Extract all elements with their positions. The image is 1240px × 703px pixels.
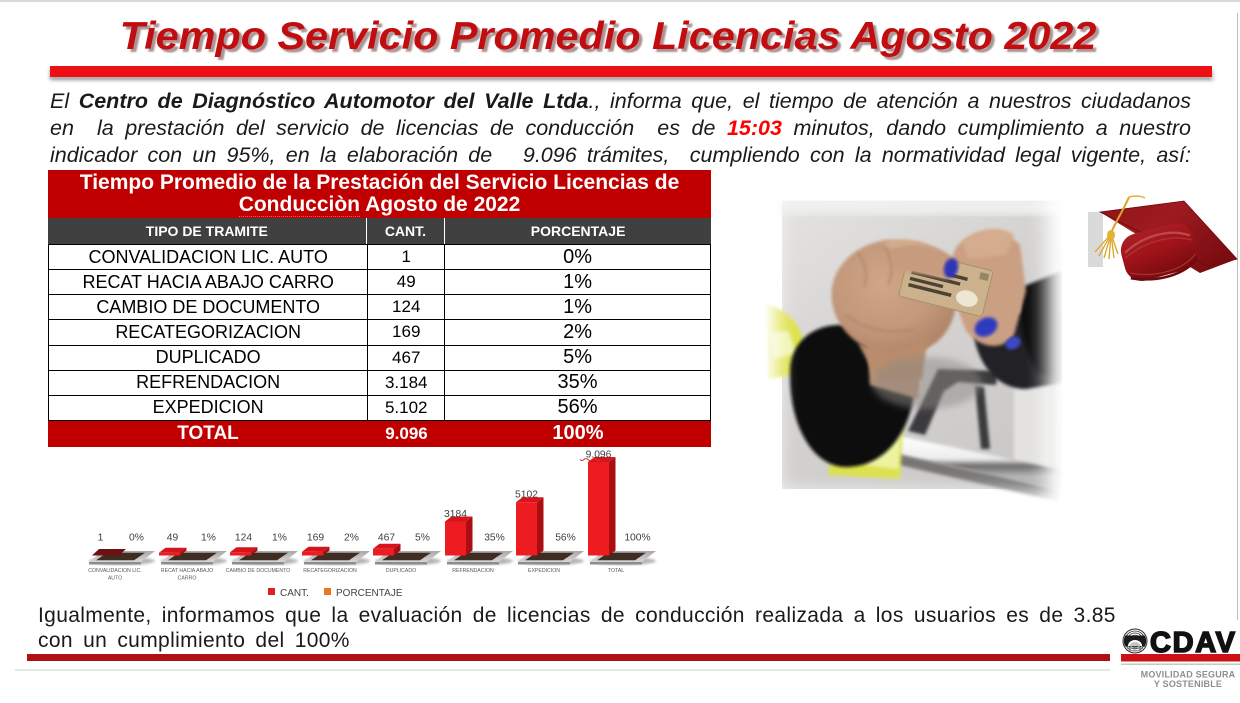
svg-text:0%: 0%	[129, 533, 144, 544]
svg-text:35%: 35%	[484, 533, 505, 544]
svg-text:49: 49	[167, 533, 179, 544]
svg-text:5102: 5102	[515, 490, 538, 501]
svg-text:CANT.: CANT.	[280, 588, 309, 599]
svg-text:124: 124	[235, 533, 252, 544]
svg-text:CONVALIDACION LIC.: CONVALIDACION LIC.	[88, 568, 142, 574]
svg-text:1%: 1%	[201, 533, 216, 544]
svg-text:1%: 1%	[272, 533, 287, 544]
svg-text:REFRENDACION: REFRENDACION	[452, 568, 494, 574]
svg-text:3184: 3184	[444, 509, 467, 520]
svg-text:5%: 5%	[415, 533, 430, 544]
svg-text:CAMBIO DE DOCUMENTO: CAMBIO DE DOCUMENTO	[226, 568, 290, 574]
svg-text:100%: 100%	[624, 533, 650, 544]
svg-text:467: 467	[378, 533, 395, 544]
svg-text:MOVILIDAD SEGURA: MOVILIDAD SEGURA	[1141, 670, 1236, 680]
svg-text:1: 1	[98, 533, 104, 544]
svg-text:AUTO: AUTO	[108, 576, 122, 582]
svg-text:CARRO: CARRO	[178, 576, 197, 582]
svg-text:TOTAL: TOTAL	[608, 568, 624, 574]
svg-text:2%: 2%	[344, 533, 359, 544]
svg-text:169: 169	[307, 533, 324, 544]
svg-text:RECAT HACIA ABAJO: RECAT HACIA ABAJO	[161, 568, 213, 574]
svg-text:9.096: 9.096	[586, 450, 612, 461]
svg-text:RECATEGORIZACION: RECATEGORIZACION	[303, 568, 357, 574]
svg-text:PORCENTAJE: PORCENTAJE	[336, 588, 403, 599]
svg-text:56%: 56%	[555, 533, 576, 544]
svg-text:EXPEDICION: EXPEDICION	[528, 568, 560, 574]
svg-text:DUPLICADO: DUPLICADO	[386, 568, 416, 574]
svg-text:Y SOSTENIBLE: Y SOSTENIBLE	[1154, 679, 1222, 689]
